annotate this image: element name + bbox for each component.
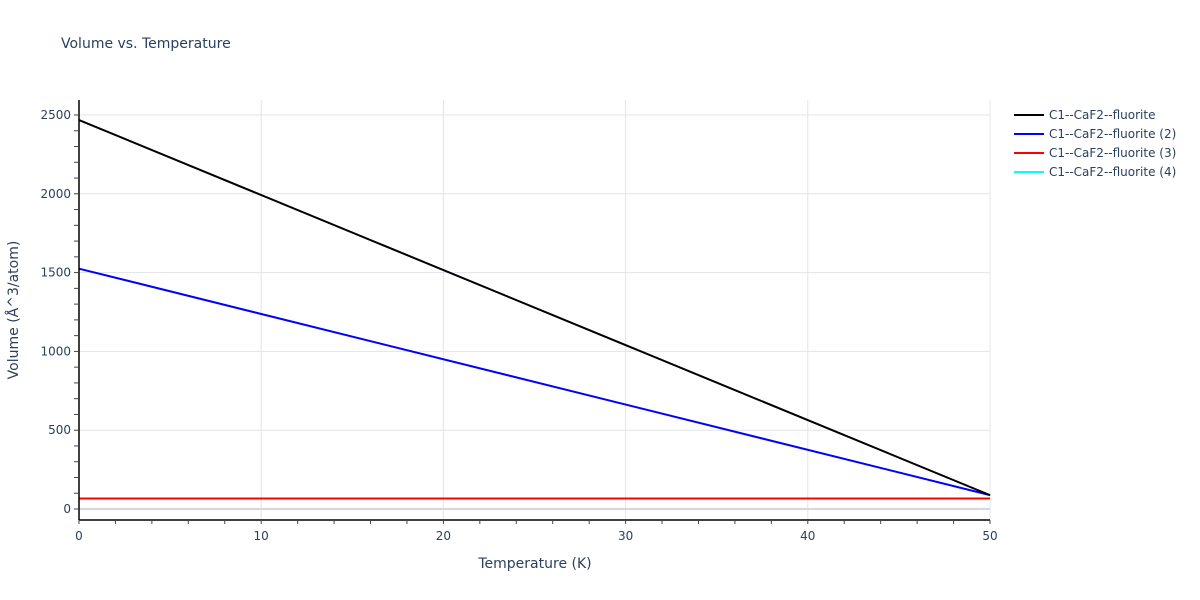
- y-tick-label: 2500: [40, 108, 71, 122]
- x-tick-label: 20: [436, 529, 451, 543]
- x-axis-title: Temperature (K): [477, 556, 591, 572]
- legend-line-icon: [1014, 132, 1044, 135]
- x-tick-label: 50: [982, 529, 997, 543]
- axes: [78, 100, 990, 521]
- legend-label: C1--CaF2--fluorite (3): [1049, 145, 1177, 160]
- legend-line-icon: [1014, 151, 1044, 154]
- y-tick-label: 0: [63, 502, 71, 516]
- legend-label: C1--CaF2--fluorite (2): [1049, 126, 1177, 141]
- y-axis-title: Volume (Å^3/atom): [5, 241, 22, 380]
- x-tick-label: 0: [75, 529, 83, 543]
- series-lines: [78, 119, 991, 500]
- gridlines: [79, 100, 991, 520]
- y-axis-ticks: 0 500 1000 1500 2000 2500: [40, 108, 79, 516]
- legend-label: C1--CaF2--fluorite: [1049, 107, 1156, 122]
- series-line[interactable]: [78, 119, 991, 497]
- legend-item[interactable]: C1--CaF2--fluorite (2): [1014, 124, 1176, 143]
- y-tick-label: 1000: [40, 344, 71, 358]
- y-tick-label: 2000: [40, 187, 71, 201]
- legend-item[interactable]: C1--CaF2--fluorite (4): [1014, 162, 1176, 181]
- x-tick-label: 40: [800, 529, 815, 543]
- x-axis-ticks: 0 10 20 30 40 50: [75, 520, 998, 543]
- legend-item[interactable]: C1--CaF2--fluorite (3): [1014, 143, 1176, 162]
- chart-title: Volume vs. Temperature: [61, 36, 231, 52]
- legend-line-icon: [1014, 113, 1044, 116]
- legend-label: C1--CaF2--fluorite (4): [1049, 164, 1177, 179]
- y-tick-label: 1500: [40, 266, 71, 280]
- x-tick-label: 30: [618, 529, 633, 543]
- y-tick-label: 500: [48, 423, 71, 437]
- x-tick-label: 10: [254, 529, 269, 543]
- legend-item[interactable]: C1--CaF2--fluorite: [1014, 105, 1176, 124]
- legend: C1--CaF2--fluorite C1--CaF2--fluorite (2)…: [1014, 105, 1176, 181]
- legend-line-icon: [1014, 170, 1044, 173]
- series-line[interactable]: [78, 267, 991, 497]
